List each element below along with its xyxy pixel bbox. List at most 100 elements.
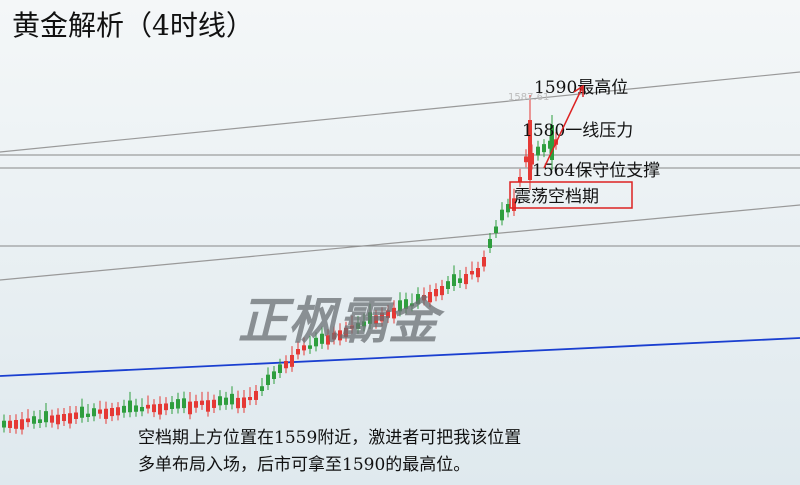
candle-body <box>302 345 306 351</box>
candle-body <box>2 420 6 428</box>
candle-body <box>86 413 90 417</box>
candle-body <box>344 327 348 337</box>
candle-body <box>416 294 420 304</box>
candle-body <box>242 397 246 408</box>
candle-body <box>68 413 72 424</box>
candle-body <box>470 271 474 275</box>
candle-body <box>512 198 516 211</box>
candle-body <box>494 226 498 233</box>
candle-body <box>482 257 486 267</box>
candle-body <box>326 335 330 345</box>
candle-body <box>488 238 492 248</box>
candle-body <box>254 391 258 400</box>
candle-body <box>206 400 210 412</box>
candles <box>2 95 558 435</box>
candle-body <box>374 315 378 324</box>
candle-body <box>428 292 432 303</box>
candle-body <box>50 415 54 423</box>
candle-body <box>434 289 438 297</box>
candle-body <box>224 397 228 405</box>
candle-body <box>446 281 450 289</box>
candle-body <box>14 420 18 429</box>
candle-body <box>380 312 384 322</box>
candle-body <box>134 405 138 412</box>
candle-body <box>200 400 204 405</box>
candle-body <box>528 120 532 180</box>
candle-body <box>128 400 132 413</box>
candle-body <box>20 419 24 430</box>
candle-body <box>500 209 504 221</box>
candle-body <box>314 337 318 347</box>
candle-body <box>506 204 510 213</box>
candle-body <box>550 125 554 160</box>
channel-line <box>0 337 800 377</box>
candle-body <box>218 396 222 406</box>
candle-body <box>278 364 282 373</box>
candle-body <box>404 299 408 309</box>
candle-body <box>332 332 336 340</box>
candle-body <box>422 295 426 301</box>
candle-body <box>8 420 12 429</box>
candle-body <box>182 398 186 409</box>
candle-body <box>104 408 108 419</box>
trend-line <box>0 204 800 281</box>
candle-body <box>212 399 216 408</box>
title: 黄金解析（4时线） <box>12 9 254 42</box>
range-box <box>509 181 633 209</box>
candle-body <box>26 418 30 423</box>
candle-body <box>122 405 126 413</box>
candle-body <box>284 361 288 369</box>
watermark: 正枫霸金 <box>238 292 445 350</box>
candle-body <box>176 399 180 409</box>
candle-body <box>308 345 312 349</box>
candle-body <box>350 325 354 329</box>
candle-body <box>38 419 42 423</box>
arrow <box>543 85 584 169</box>
candle-body <box>296 349 300 355</box>
candle-body <box>80 406 84 418</box>
candle-body <box>248 397 252 401</box>
candle-body <box>110 408 114 417</box>
candle-body <box>140 406 144 412</box>
candle-body <box>458 278 462 283</box>
candle-body <box>536 146 540 156</box>
candle-body <box>356 323 360 329</box>
candle-body <box>152 404 156 413</box>
candle-body <box>290 355 294 367</box>
candle-body <box>32 416 36 424</box>
candle-body <box>146 404 150 409</box>
candle-body <box>362 321 366 327</box>
candle-body <box>164 403 168 411</box>
annotation: 震荡空档期 <box>514 187 599 207</box>
candle-body <box>116 407 120 416</box>
candle-body <box>368 312 372 324</box>
candle-body <box>44 411 48 423</box>
candle-body <box>266 374 270 385</box>
peak-label: 1587.61 <box>508 92 549 103</box>
candle-body <box>398 300 402 312</box>
candle-body <box>98 409 102 414</box>
arrow-head <box>573 84 584 97</box>
candle-body <box>170 402 174 409</box>
candle-body <box>158 403 162 415</box>
candle-body <box>386 310 390 318</box>
candle-body <box>410 303 414 307</box>
candle-body <box>338 330 342 341</box>
candle-body <box>260 386 264 391</box>
candle-body <box>518 177 522 182</box>
candle-body <box>320 333 324 344</box>
candle-body <box>440 286 444 296</box>
candle-body <box>452 274 456 286</box>
annotation: 1564保守位支撑 <box>532 161 660 181</box>
candle-body <box>524 156 528 163</box>
annotation: 1580一线压力 <box>522 121 633 141</box>
candle-body <box>236 397 240 409</box>
candle-body <box>230 393 234 405</box>
candle-body <box>92 408 96 417</box>
candle-body <box>464 274 468 285</box>
candle-body <box>188 401 192 415</box>
candle-body <box>542 144 546 153</box>
candle-body <box>476 268 480 278</box>
trend-line <box>0 71 800 153</box>
